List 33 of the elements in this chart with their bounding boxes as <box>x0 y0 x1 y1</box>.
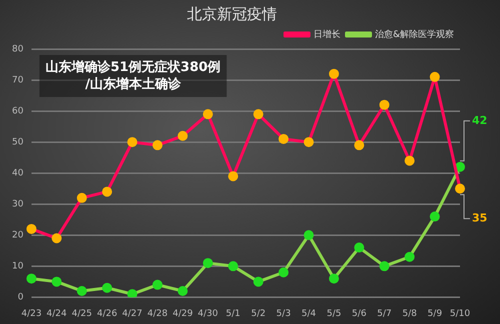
data-label: 42 <box>472 114 488 127</box>
x-tick-label: 4/25 <box>72 308 92 319</box>
x-tick-label: 5/8 <box>402 308 418 319</box>
x-tick-label: 5/1 <box>226 308 240 319</box>
data-label: 35 <box>472 211 488 224</box>
y-tick-label: 70 <box>12 75 24 86</box>
y-tick-label: 50 <box>12 137 24 148</box>
x-tick-label: 5/10 <box>450 308 470 319</box>
y-tick-label: 10 <box>12 262 24 272</box>
x-tick-label: 4/29 <box>172 308 194 319</box>
x-tick-label: 5/2 <box>251 308 266 319</box>
legend-label: 治愈&解除医学观察 <box>374 28 454 40</box>
y-tick-label: 0 <box>18 292 24 303</box>
y-tick-label: 40 <box>12 168 24 178</box>
legend-label: 日增长 <box>313 28 340 40</box>
y-tick-label: 30 <box>12 199 24 210</box>
y-tick-label: 60 <box>12 106 24 116</box>
x-tick-label: 4/27 <box>122 308 142 319</box>
chart-title: 北京新冠疫情 <box>187 4 277 23</box>
y-tick-label: 80 <box>12 44 24 54</box>
y-tick-label: 20 <box>12 230 24 240</box>
x-tick-label: 4/30 <box>198 308 218 319</box>
x-tick-label: 5/3 <box>276 308 291 319</box>
x-tick-label: 5/5 <box>326 308 342 319</box>
annotation: 山东增确诊51例无症状380例/山东增本土确诊 <box>45 58 221 92</box>
x-tick-label: 5/6 <box>352 308 367 319</box>
x-tick-label: 5/9 <box>428 308 442 319</box>
x-tick-label: 4/28 <box>147 308 168 319</box>
x-tick-label: 5/7 <box>377 308 392 319</box>
x-tick-label: 5/4 <box>302 308 316 319</box>
x-tick-label: 4/24 <box>46 308 68 319</box>
x-tick-label: 4/23 <box>21 308 42 319</box>
x-tick-label: 4/26 <box>96 308 118 319</box>
